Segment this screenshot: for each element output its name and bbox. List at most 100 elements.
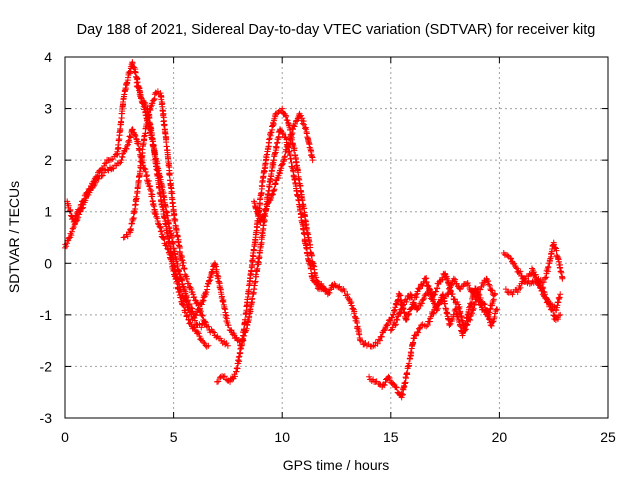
data-point <box>394 313 401 320</box>
data-point <box>191 324 198 331</box>
data-point <box>198 324 205 331</box>
data-point <box>540 288 547 295</box>
data-point <box>390 380 397 387</box>
data-point <box>415 329 422 336</box>
data-point <box>285 119 292 126</box>
data-point <box>393 302 400 309</box>
data-point <box>126 69 133 76</box>
data-point <box>362 340 369 347</box>
data-point <box>80 197 87 204</box>
data-point <box>209 328 216 335</box>
y-tick-label: 4 <box>44 49 52 65</box>
data-point <box>270 187 277 194</box>
data-point <box>201 318 208 325</box>
data-point <box>129 126 136 133</box>
data-point <box>310 262 317 269</box>
data-point <box>77 202 84 209</box>
x-tick-label: 10 <box>274 429 290 445</box>
data-point <box>194 300 201 307</box>
data-point <box>279 161 286 168</box>
data-point <box>418 300 425 307</box>
data-point <box>468 301 475 308</box>
y-tick-label: -3 <box>40 410 53 426</box>
data-point <box>63 243 70 250</box>
data-point <box>475 297 482 304</box>
data-point <box>356 331 363 338</box>
data-point <box>269 190 276 197</box>
data-point <box>387 318 394 325</box>
data-point <box>145 177 152 184</box>
data-point <box>381 382 388 389</box>
data-point <box>282 133 289 140</box>
data-point <box>198 337 205 344</box>
data-point <box>424 290 431 297</box>
data-point <box>180 259 187 266</box>
y-tick-label: 0 <box>44 255 52 271</box>
data-point <box>485 281 492 288</box>
data-point <box>195 330 202 337</box>
data-point <box>441 300 448 307</box>
y-tick-label: 1 <box>44 204 52 220</box>
data-point <box>154 220 161 227</box>
data-point <box>168 234 175 241</box>
data-point <box>234 365 241 372</box>
data-point <box>290 122 297 129</box>
data-point <box>99 165 106 172</box>
data-point <box>422 275 429 282</box>
data-point <box>203 289 210 296</box>
data-point <box>456 303 463 310</box>
data-point <box>198 301 205 308</box>
data-point <box>280 129 287 136</box>
data-point <box>180 302 187 309</box>
data-point <box>275 134 282 141</box>
data-point <box>452 276 459 283</box>
data-point <box>266 184 273 191</box>
data-point <box>131 209 138 216</box>
data-point <box>254 258 261 265</box>
data-point <box>268 171 275 178</box>
data-point <box>262 208 269 215</box>
data-point <box>221 373 228 380</box>
data-point <box>557 311 564 318</box>
data-point <box>504 252 511 259</box>
data-point <box>174 233 181 240</box>
data-point <box>381 327 388 334</box>
data-point <box>297 112 304 119</box>
data-point <box>535 280 542 287</box>
data-point <box>290 173 297 180</box>
data-point <box>144 172 151 179</box>
data-point <box>166 172 173 179</box>
data-point <box>167 182 174 189</box>
data-point <box>449 315 456 322</box>
data-point <box>313 277 320 284</box>
x-tick-label: 15 <box>383 429 399 445</box>
data-point <box>117 127 124 134</box>
data-point <box>269 160 276 167</box>
data-point <box>399 391 406 398</box>
data-point <box>197 305 204 312</box>
data-point <box>439 276 446 283</box>
data-point <box>130 216 137 223</box>
data-point <box>200 338 207 345</box>
data-point <box>521 276 528 283</box>
data-point <box>348 302 355 309</box>
data-point <box>393 384 400 391</box>
data-point <box>166 177 173 184</box>
data-point <box>149 193 156 200</box>
data-point <box>556 294 563 301</box>
data-point <box>308 252 315 259</box>
data-point <box>260 213 267 220</box>
data-point <box>350 305 357 312</box>
data-point <box>126 133 133 140</box>
data-point <box>77 205 84 212</box>
data-point <box>397 292 404 299</box>
data-point <box>366 373 373 380</box>
data-point <box>168 240 175 247</box>
data-point <box>175 268 182 275</box>
data-point <box>470 292 477 299</box>
data-point <box>268 168 275 175</box>
data-point <box>147 103 154 110</box>
data-point <box>447 320 454 327</box>
data-point <box>553 307 560 314</box>
